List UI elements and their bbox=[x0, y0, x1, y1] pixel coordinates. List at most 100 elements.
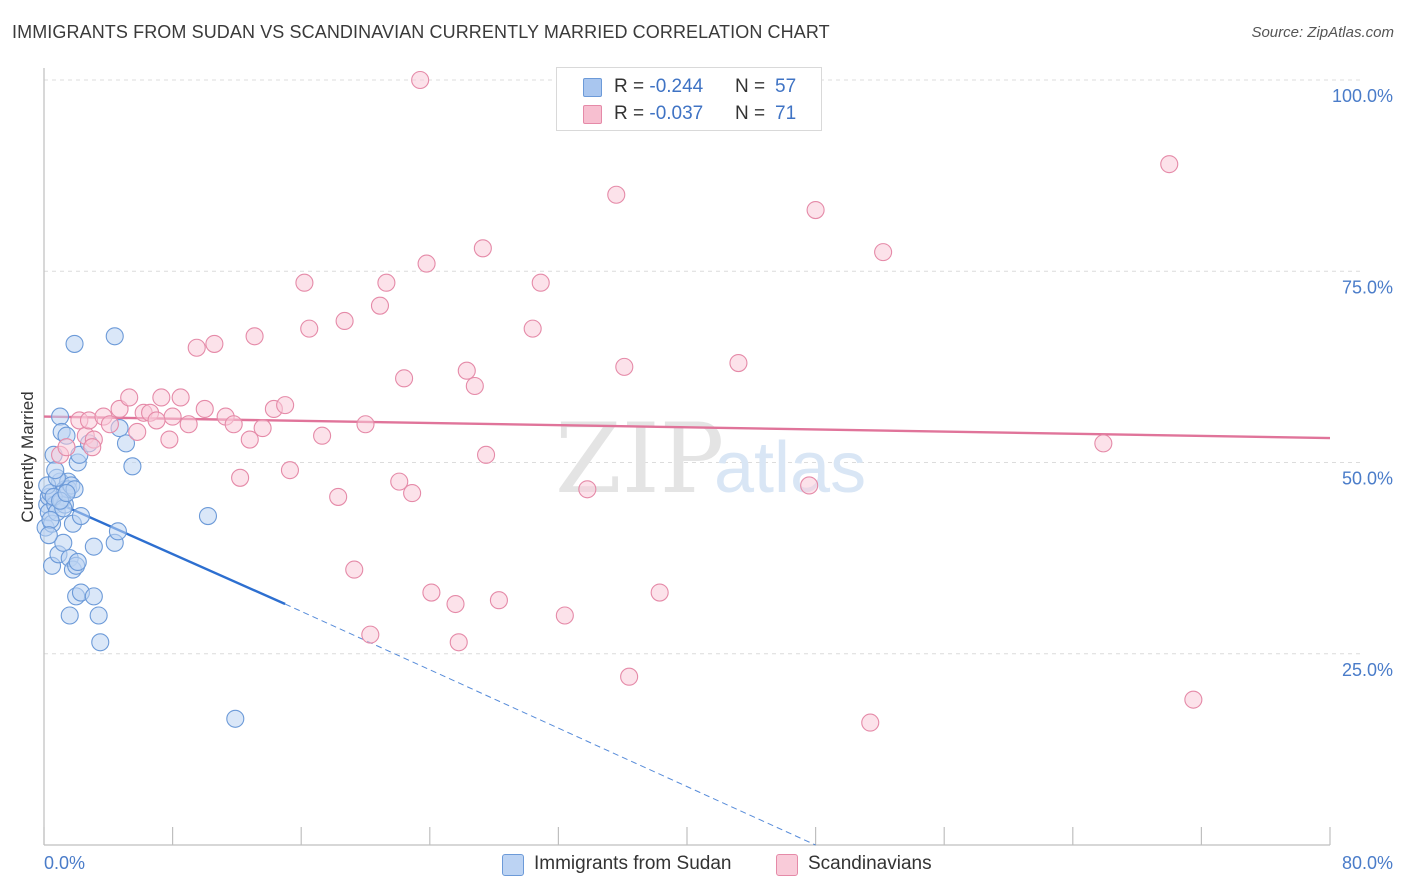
data-point-sudan bbox=[39, 526, 58, 545]
data-point-scandinavians bbox=[147, 411, 166, 430]
data-point-scandinavians bbox=[160, 430, 179, 449]
legend-swatch-sudan bbox=[583, 78, 602, 97]
watermark-zip: ZIP bbox=[555, 403, 724, 515]
data-point-scandinavians bbox=[120, 388, 139, 407]
y-tick-label: 50.0% bbox=[1342, 469, 1393, 489]
data-point-scandinavians bbox=[152, 388, 171, 407]
data-point-scandinavians bbox=[615, 357, 634, 376]
data-point-scandinavians bbox=[329, 487, 348, 506]
data-point-scandinavians bbox=[280, 461, 299, 480]
grid-layer bbox=[44, 79, 1362, 655]
y-tick-label: 75.0% bbox=[1342, 277, 1393, 297]
y-tick-label: 100.0% bbox=[1332, 86, 1393, 106]
legend-row-sudan: R = -0.244 N = 57 bbox=[557, 73, 821, 101]
data-point-scandinavians bbox=[377, 273, 396, 292]
legend-r-label: R = bbox=[614, 76, 650, 97]
data-point-scandinavians bbox=[179, 415, 198, 434]
data-point-sudan bbox=[226, 709, 245, 728]
legend-n-value: 57 bbox=[775, 76, 797, 97]
data-point-sudan bbox=[65, 334, 84, 353]
data-point-scandinavians bbox=[356, 415, 375, 434]
legend-row-scandinavians: R = -0.037 N = 71 bbox=[557, 100, 821, 128]
y-tick-label: 25.0% bbox=[1342, 660, 1393, 680]
data-point-scandinavians bbox=[874, 243, 893, 262]
series-legend: Immigrants from Sudan Scandinavians bbox=[0, 852, 1406, 878]
data-point-scandinavians bbox=[1184, 690, 1203, 709]
data-point-scandinavians bbox=[449, 633, 468, 652]
legend-r-text: R = -0.244 bbox=[614, 76, 703, 98]
data-point-sudan bbox=[91, 633, 110, 652]
legend-r-value: -0.037 bbox=[649, 103, 704, 124]
watermark-atlas: atlas bbox=[714, 428, 866, 508]
series-swatch-sudan bbox=[502, 854, 524, 876]
legend-n-value: 71 bbox=[775, 103, 797, 124]
data-point-scandinavians bbox=[295, 273, 314, 292]
data-point-scandinavians bbox=[417, 254, 436, 273]
points-layer bbox=[36, 70, 1203, 732]
data-point-scandinavians bbox=[422, 583, 441, 602]
series-label-sudan: Immigrants from Sudan bbox=[534, 853, 732, 874]
source-label: Source: ZipAtlas.com bbox=[1251, 24, 1394, 41]
data-point-sudan bbox=[198, 506, 218, 526]
data-point-scandinavians bbox=[620, 667, 639, 686]
legend-r-text: R = -0.037 bbox=[614, 103, 703, 125]
data-point-scandinavians bbox=[403, 484, 422, 503]
data-point-scandinavians bbox=[300, 319, 319, 338]
data-point-scandinavians bbox=[245, 327, 264, 346]
data-point-sudan bbox=[123, 457, 142, 476]
data-point-scandinavians bbox=[555, 606, 574, 625]
data-point-sudan bbox=[105, 327, 124, 346]
data-point-sudan bbox=[84, 587, 103, 606]
data-point-scandinavians bbox=[465, 376, 484, 396]
legend-swatch-scandinavians bbox=[583, 105, 602, 124]
data-point-scandinavians bbox=[345, 560, 364, 579]
data-point-sudan bbox=[46, 461, 65, 480]
data-point-scandinavians bbox=[729, 353, 748, 373]
data-point-scandinavians bbox=[800, 476, 819, 495]
legend-n-label: N = bbox=[735, 76, 766, 97]
data-point-sudan bbox=[108, 522, 127, 541]
data-point-scandinavians bbox=[523, 319, 542, 338]
data-point-sudan bbox=[60, 606, 79, 625]
data-point-scandinavians bbox=[806, 201, 825, 220]
x-tick-label-max: 80.0% bbox=[1342, 853, 1393, 873]
data-point-scandinavians bbox=[531, 273, 550, 292]
legend-r-value: -0.244 bbox=[649, 76, 704, 97]
data-point-scandinavians bbox=[457, 361, 476, 380]
data-point-scandinavians bbox=[335, 311, 354, 331]
chart-title: IMMIGRANTS FROM SUDAN VS SCANDINAVIAN CU… bbox=[12, 22, 830, 42]
data-point-scandinavians bbox=[240, 430, 259, 449]
data-point-scandinavians bbox=[395, 369, 414, 388]
trend-extension-0 bbox=[284, 603, 816, 846]
legend-n-label: N = bbox=[735, 103, 766, 124]
data-point-scandinavians bbox=[205, 334, 224, 353]
data-point-scandinavians bbox=[390, 472, 409, 491]
data-point-scandinavians bbox=[276, 396, 295, 415]
data-point-sudan bbox=[84, 537, 103, 556]
stats-legend: R = -0.244 N = 57 R = -0.037 N = 71 bbox=[556, 67, 822, 131]
legend-r-label: R = bbox=[614, 103, 650, 124]
data-point-scandinavians bbox=[1160, 155, 1179, 174]
axis-layer bbox=[43, 68, 1331, 846]
data-point-scandinavians bbox=[578, 480, 597, 499]
data-point-scandinavians bbox=[128, 422, 147, 441]
data-point-scandinavians bbox=[1094, 434, 1113, 453]
data-point-scandinavians bbox=[163, 407, 182, 426]
series-swatch-scandinavians bbox=[776, 854, 798, 876]
data-point-scandinavians bbox=[57, 438, 76, 457]
data-point-scandinavians bbox=[489, 591, 508, 610]
data-point-scandinavians bbox=[224, 415, 243, 434]
data-point-scandinavians bbox=[231, 468, 250, 487]
series-label-scandinavians: Scandinavians bbox=[808, 853, 932, 874]
data-point-scandinavians bbox=[477, 445, 496, 464]
data-point-scandinavians bbox=[171, 388, 190, 407]
data-point-sudan bbox=[89, 606, 108, 625]
y-axis-label: Currently Married bbox=[18, 391, 37, 522]
data-point-scandinavians bbox=[83, 438, 102, 457]
data-point-scandinavians bbox=[370, 296, 390, 315]
data-point-sudan bbox=[116, 434, 136, 453]
data-point-scandinavians bbox=[187, 338, 206, 357]
data-point-scandinavians bbox=[313, 426, 332, 445]
data-point-scandinavians bbox=[650, 583, 669, 602]
